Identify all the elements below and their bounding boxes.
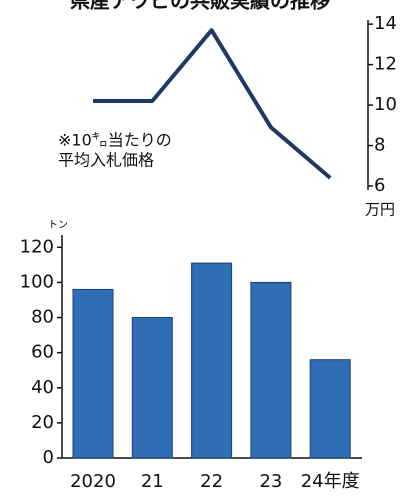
y-tick-label: 120: [20, 236, 54, 257]
bar: [191, 262, 233, 459]
y-tick-label: 0: [43, 447, 54, 468]
y-unit: トン: [48, 220, 68, 231]
y-unit: 万円: [365, 201, 395, 219]
x-tick-label: 2020: [70, 471, 116, 492]
bar: [309, 359, 351, 459]
y-tick-label: 100: [20, 271, 54, 292]
annotation: 平均入札価格: [58, 151, 154, 170]
annotation: ※10㌔当たりの: [58, 131, 172, 150]
y-tick-label: 60: [31, 342, 54, 363]
y-tick-label: 8: [374, 135, 385, 156]
line: [93, 28, 332, 180]
x-tick-label: 21: [141, 471, 164, 492]
x-tick-label: 22: [200, 471, 223, 492]
chart-title: 県産アワビの共販実績の推移: [70, 0, 330, 13]
y-tick-label: 10: [374, 94, 397, 115]
y-tick-label: 12: [374, 54, 397, 75]
x-tick-label: 24年度: [301, 471, 360, 492]
y-tick-label: 40: [31, 377, 54, 398]
bar: [250, 281, 292, 459]
x-tick-label: 23: [259, 471, 282, 492]
y-tick-label: 14: [374, 13, 397, 34]
bar: [131, 317, 173, 459]
y-tick-label: 80: [31, 307, 54, 328]
y-tick-label: 20: [31, 412, 54, 433]
y-tick-label: 6: [374, 175, 385, 196]
bar: [72, 288, 114, 459]
